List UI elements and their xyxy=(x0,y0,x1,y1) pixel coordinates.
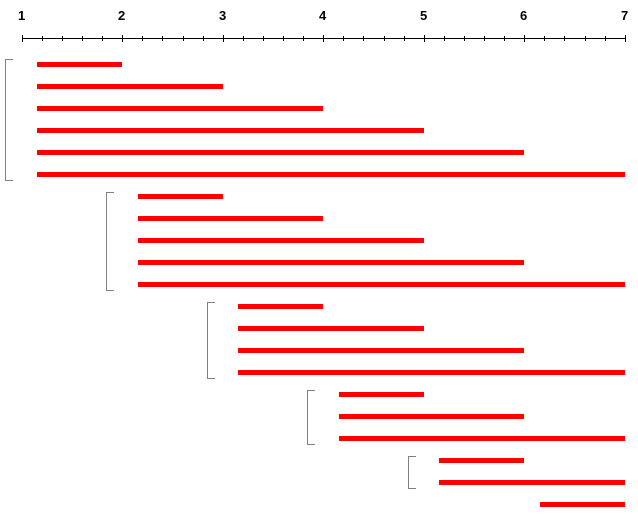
axis-tick-minor xyxy=(102,36,103,41)
interval-bar xyxy=(540,502,625,507)
interval-bar xyxy=(138,282,625,287)
axis-tick-major xyxy=(524,35,525,42)
axis-tick-major xyxy=(323,35,324,42)
axis-label: 7 xyxy=(621,8,628,23)
axis-label: 5 xyxy=(420,8,427,23)
axis-tick-major xyxy=(22,35,23,42)
axis-tick-minor xyxy=(404,36,405,41)
axis-tick-minor xyxy=(62,36,63,41)
axis-label: 6 xyxy=(520,8,527,23)
axis-tick-minor xyxy=(484,36,485,41)
interval-bar xyxy=(339,392,424,397)
axis-tick-minor xyxy=(263,36,264,41)
interval-bar xyxy=(37,150,524,155)
axis-tick-minor xyxy=(504,36,505,41)
diagram-canvas: 1 2 3 4 5 6 7 xyxy=(0,0,638,519)
axis-tick-minor xyxy=(363,36,364,41)
axis-tick-minor xyxy=(585,36,586,41)
axis-tick-minor xyxy=(544,36,545,41)
group-bracket xyxy=(408,456,416,489)
interval-bar xyxy=(138,216,324,221)
axis-label: 1 xyxy=(18,8,25,23)
group-bracket xyxy=(307,390,315,445)
interval-bar xyxy=(238,326,424,331)
axis-tick-minor xyxy=(444,36,445,41)
interval-bar xyxy=(439,480,625,485)
interval-bar xyxy=(138,238,424,243)
interval-bar xyxy=(238,348,524,353)
axis-tick-minor xyxy=(243,36,244,41)
interval-bar xyxy=(339,436,625,441)
interval-bar xyxy=(439,458,524,463)
interval-bar xyxy=(238,370,625,375)
axis-tick-minor xyxy=(203,36,204,41)
axis-tick-minor xyxy=(303,36,304,41)
axis-tick-minor xyxy=(605,36,606,41)
axis-tick-minor xyxy=(42,36,43,41)
interval-bar xyxy=(238,304,323,309)
axis-label: 4 xyxy=(319,8,326,23)
axis-tick-major xyxy=(424,35,425,42)
axis-tick-minor xyxy=(183,36,184,41)
axis-tick-minor xyxy=(82,36,83,41)
group-bracket xyxy=(207,302,215,379)
interval-bar xyxy=(37,84,223,89)
axis-tick-minor xyxy=(343,36,344,41)
interval-bar xyxy=(37,172,625,177)
interval-bar xyxy=(138,194,223,199)
interval-bar xyxy=(37,106,323,111)
axis-tick-major xyxy=(625,35,626,42)
interval-bar xyxy=(339,414,525,419)
axis-tick-minor xyxy=(283,36,284,41)
interval-bar xyxy=(138,260,525,265)
axis-label: 2 xyxy=(118,8,125,23)
axis-tick-minor xyxy=(384,36,385,41)
axis-tick-minor xyxy=(162,36,163,41)
interval-bar xyxy=(37,62,122,67)
interval-bar xyxy=(37,128,424,133)
group-bracket xyxy=(106,192,114,291)
axis-label: 3 xyxy=(219,8,226,23)
axis-tick-minor xyxy=(142,36,143,41)
group-bracket xyxy=(5,59,13,181)
axis-tick-major xyxy=(223,35,224,42)
axis-tick-minor xyxy=(564,36,565,41)
axis-tick-major xyxy=(122,35,123,42)
axis-tick-minor xyxy=(464,36,465,41)
